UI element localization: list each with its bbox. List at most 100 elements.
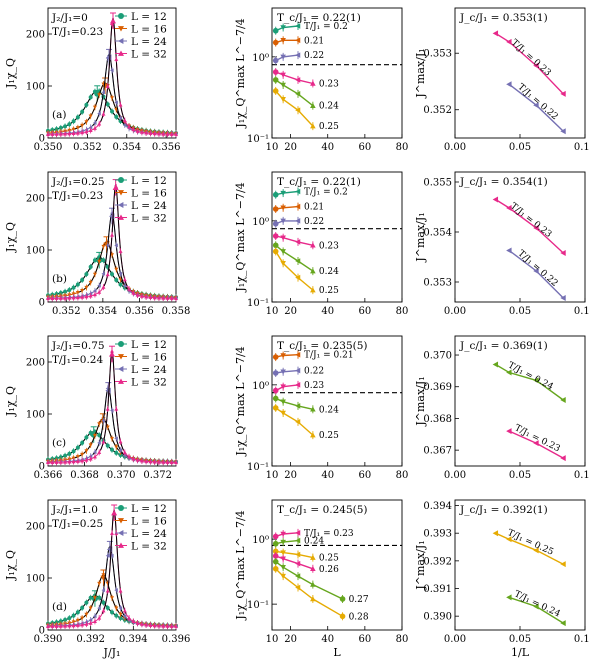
peak-series-line	[508, 83, 564, 132]
data-point	[118, 102, 123, 107]
scaling-point	[272, 370, 279, 376]
panel-annotation: J₂/J₁=0.75	[51, 340, 105, 352]
data-point	[118, 448, 123, 453]
scaling-point	[310, 565, 316, 572]
x-tick-label: 0.10	[574, 470, 590, 481]
data-point	[58, 291, 63, 296]
data-point	[101, 439, 106, 444]
x-tick-label: 0.372	[143, 470, 172, 481]
series-label: 0.23	[304, 381, 324, 391]
x-tick-label: 0.390	[34, 634, 63, 645]
data-point	[127, 616, 132, 620]
data-point	[67, 451, 72, 456]
right-y-axis-label: J^max/J₁	[414, 48, 427, 98]
series-label: 0.27	[349, 595, 369, 605]
x-tick-label: 10	[266, 306, 279, 317]
data-point	[114, 278, 119, 283]
x-tick-label: 60	[358, 470, 371, 481]
data-point	[152, 459, 157, 464]
scaling-point	[272, 540, 279, 547]
legend-label: L = 32	[131, 377, 167, 389]
data-point	[63, 460, 68, 464]
data-point	[71, 131, 76, 136]
data-point	[63, 296, 68, 300]
data-point	[92, 454, 97, 459]
data-point	[84, 120, 89, 124]
data-point	[84, 285, 89, 290]
scaling-point	[280, 539, 286, 545]
scaling-panel-1: 10 20 40 60 80 10⁰ 10⁻¹ T/J₁ = 0.2 0.21 0.22 0.23 0…	[247, 171, 408, 317]
series-label: 0.23	[319, 79, 339, 89]
peak-position-point	[533, 603, 539, 610]
peak-point	[112, 184, 119, 190]
plot-frame	[454, 171, 586, 303]
scaling-point	[280, 531, 286, 537]
peak-position-point	[533, 62, 539, 69]
series-label: T/J₁ = 0.25	[506, 528, 555, 558]
peak-position-point	[492, 530, 499, 537]
peak-point	[109, 351, 115, 357]
data-point	[88, 114, 93, 119]
panel-tag: (a)	[52, 109, 66, 121]
panel-tag: (b)	[52, 273, 67, 285]
data-point	[114, 613, 119, 618]
scaling-point	[310, 432, 316, 438]
y-tick-label: 0.391	[423, 584, 452, 595]
legend-marker	[118, 366, 124, 372]
data-point	[144, 622, 149, 627]
data-point	[92, 105, 97, 110]
x-tick-label: 0.00	[444, 634, 466, 645]
data-point	[54, 127, 59, 132]
scaling-point	[280, 82, 286, 88]
panel-annotation: J₂/J₁=0.25	[51, 176, 105, 188]
data-point	[101, 418, 106, 423]
data-point	[71, 459, 76, 464]
data-point	[46, 624, 50, 628]
scaling-point	[280, 235, 286, 241]
data-point	[114, 407, 119, 411]
scaling-point	[339, 613, 346, 620]
data-point	[118, 249, 123, 253]
scaling-series-line	[275, 205, 299, 210]
scaling-point	[310, 596, 316, 602]
x-tick-label: 10	[266, 470, 279, 481]
scaling-point	[280, 410, 286, 416]
x-tick-label: 0.392	[76, 634, 105, 645]
x-tick-label: 40	[321, 306, 334, 317]
data-point	[97, 440, 101, 445]
data-point	[50, 624, 55, 628]
x-tick-label: 40	[321, 142, 334, 153]
peak-position-point	[492, 30, 499, 37]
left-y-axis-label: J₁χ_Q	[4, 550, 17, 581]
x-tick-label: 80	[396, 142, 409, 153]
scaling-series-line	[275, 54, 299, 62]
scaling-series-line	[275, 568, 343, 617]
data-point	[71, 623, 76, 628]
data-point	[118, 271, 123, 276]
scaling-point	[280, 573, 286, 579]
data-point	[105, 605, 110, 610]
left-y-axis-label: J₁χ_Q	[4, 222, 17, 253]
peak-position-point	[506, 205, 512, 211]
data-point	[80, 605, 85, 610]
data-point	[46, 296, 50, 301]
data-point	[174, 624, 178, 628]
x-tick-label: 0.10	[574, 634, 590, 645]
scaling-point	[310, 554, 316, 560]
scaling-point	[272, 548, 279, 555]
data-point	[75, 295, 80, 300]
peak-position-point	[506, 594, 512, 601]
data-point	[75, 131, 80, 135]
data-point	[161, 296, 166, 300]
data-point	[118, 588, 123, 593]
peak-position-point	[506, 369, 512, 376]
data-point	[80, 616, 85, 621]
data-point	[105, 243, 110, 248]
legend-marker	[118, 542, 124, 548]
data-point	[54, 296, 59, 300]
data-point	[165, 132, 170, 136]
scaling-point	[280, 97, 286, 103]
data-point	[50, 296, 55, 301]
y-tick-label: 200	[26, 194, 45, 205]
scaling-panel-0: 10 20 40 60 80 10⁰ 10⁻¹ T/J₁ = 0.2 0.21 0.22 0.23 0…	[247, 7, 409, 153]
